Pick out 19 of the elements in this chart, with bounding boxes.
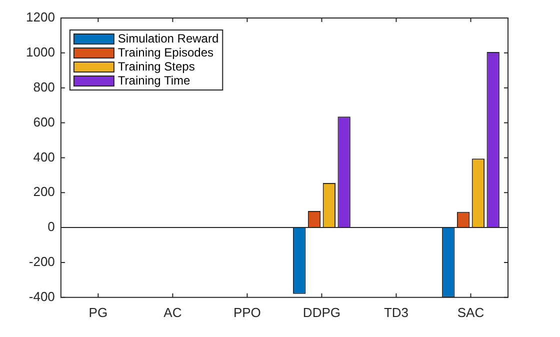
x-tick-label: PPO <box>233 304 261 320</box>
x-tick-label: SAC <box>457 304 484 320</box>
y-tick-label: 600 <box>33 114 55 130</box>
x-tick-label: AC <box>164 304 182 320</box>
y-tick-label: -200 <box>28 254 55 270</box>
x-tick-label: TD3 <box>384 304 409 320</box>
y-tick-label: -400 <box>28 288 55 304</box>
x-tick-label: DDPG <box>302 304 340 320</box>
legend-label: Training Time <box>118 73 190 88</box>
x-tick-label: PG <box>88 304 108 320</box>
legend-label: Simulation Reward <box>118 31 219 46</box>
y-tick-label: 1000 <box>26 44 55 60</box>
legend-label: Training Episodes <box>118 45 214 60</box>
y-tick-label: 1200 <box>26 10 55 25</box>
y-tick-label: 400 <box>33 149 55 164</box>
y-tick-label: 0 <box>48 219 55 234</box>
y-tick-label: 200 <box>33 184 55 200</box>
legend-label: Training Steps <box>118 59 195 74</box>
y-tick-label: 800 <box>33 79 55 94</box>
